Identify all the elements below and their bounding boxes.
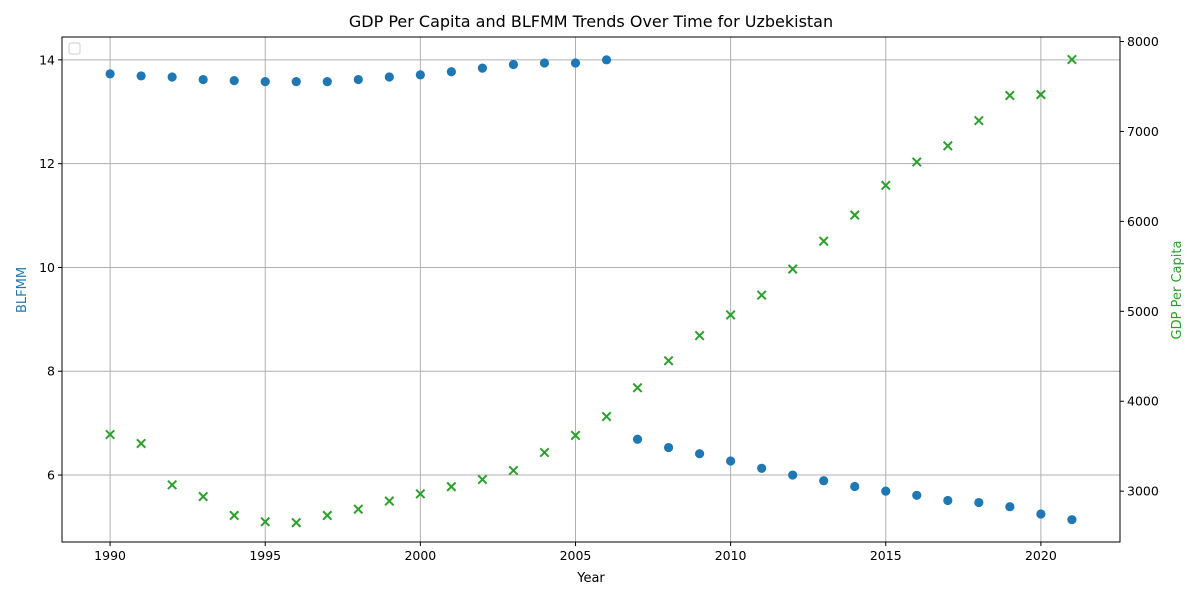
y-right-tick-label: 4000: [1127, 394, 1159, 409]
y-right-tick-label: 6000: [1127, 214, 1159, 229]
blfmm-point: [415, 70, 425, 80]
gdp-point: [136, 438, 147, 449]
gdp-point: [911, 157, 922, 167]
gdp-point: [105, 429, 115, 440]
y-right-tick-label: 5000: [1127, 304, 1159, 319]
x-tick-label: 2020: [1025, 548, 1057, 563]
gdp-point: [1004, 90, 1015, 101]
gdp-point: [694, 330, 705, 341]
y-left-tick-label: 14: [39, 52, 55, 67]
gdp-point: [880, 180, 891, 191]
blfmm-point: [477, 63, 488, 73]
blfmm-point: [291, 77, 301, 87]
blfmm-point: [881, 486, 891, 496]
blfmm-point: [353, 74, 363, 85]
blfmm-point: [943, 495, 953, 506]
gdp-point: [167, 479, 178, 490]
y-right-tick-label: 3000: [1127, 484, 1159, 499]
blfmm-point: [1005, 502, 1015, 512]
chart-title: GDP Per Capita and BLFMM Trends Over Tim…: [349, 12, 833, 31]
gdp-point: [322, 510, 333, 521]
y-right-tick-label: 8000: [1127, 34, 1159, 49]
blfmm-point: [229, 75, 239, 86]
y-axis-left-label: BLFMM: [15, 267, 30, 313]
gdp-point: [415, 488, 426, 499]
y-axis-left: 6 8 10 12 14: [39, 52, 62, 483]
gdp-point: [229, 510, 240, 521]
gdp-point: [477, 474, 488, 485]
gdp-point: [632, 382, 643, 393]
empty-legend: [68, 42, 81, 55]
gdp-point: [446, 481, 457, 492]
blfmm-point: [694, 449, 705, 459]
x-tick-label: 2005: [560, 548, 592, 563]
y-left-tick-label: 10: [39, 260, 55, 275]
gdp-point: [1067, 54, 1077, 65]
blfmm-point: [384, 72, 394, 82]
blfmm-point: [1036, 509, 1046, 519]
gdp-point: [849, 210, 860, 220]
x-axis-label: Year: [576, 571, 605, 586]
y-left-tick-label: 6: [47, 468, 55, 483]
blfmm-point: [198, 74, 208, 85]
blfmm-point: [446, 67, 456, 77]
gdp-point: [353, 504, 364, 515]
blfmm-point: [601, 55, 612, 65]
gdp-point: [508, 465, 519, 476]
blfmm-point: [322, 77, 332, 87]
blfmm-point: [260, 77, 270, 87]
y-right-tick-label: 7000: [1127, 124, 1159, 139]
gdp-point: [1035, 89, 1046, 100]
gdp-point: [725, 309, 736, 320]
plot-frame: [61, 36, 1121, 543]
gdp-point: [818, 236, 829, 247]
gdp-point: [973, 115, 984, 126]
gdp-point: [260, 516, 271, 527]
blfmm-point: [539, 58, 550, 68]
x-tick-label: 2010: [715, 548, 747, 563]
y-axis-right: 3000 4000 5000 6000 7000 8000: [1120, 34, 1159, 499]
blfmm-point: [508, 59, 519, 70]
blfmm-point: [726, 456, 736, 466]
gdp-point: [663, 355, 674, 366]
gdp-point: [601, 411, 612, 422]
blfmm-point: [570, 58, 581, 68]
x-tick-label: 1990: [94, 548, 126, 563]
gdp-point: [787, 264, 798, 274]
blfmm-point: [757, 463, 767, 473]
gdp-point: [570, 430, 581, 441]
gdp-point: [539, 447, 550, 458]
y-axis-right-label: GDP Per Capita: [1170, 241, 1185, 340]
y-left-tick-label: 12: [39, 156, 55, 171]
blfmm-point: [1067, 515, 1077, 525]
blfmm-series: [105, 55, 1077, 525]
gdp-point: [384, 496, 395, 506]
blfmm-point: [632, 434, 643, 444]
gdp-series: [105, 54, 1077, 528]
blfmm-point: [850, 481, 860, 492]
blfmm-point: [167, 72, 177, 82]
blfmm-point: [788, 470, 798, 480]
blfmm-point: [105, 69, 115, 79]
blfmm-point: [663, 442, 674, 453]
grid: [62, 37, 1120, 542]
blfmm-point: [912, 490, 922, 500]
x-tick-label: 2015: [870, 548, 902, 563]
gdp-point: [291, 517, 302, 528]
gdp-point: [756, 290, 767, 301]
blfmm-point: [819, 476, 829, 486]
x-axis: 1990 1995 2000 2005 2010 2015 2020: [94, 542, 1057, 563]
gdp-point: [198, 491, 209, 502]
x-tick-label: 2000: [404, 548, 436, 563]
y-left-tick-label: 8: [47, 364, 55, 379]
gdp-point: [942, 140, 953, 151]
blfmm-point: [974, 497, 984, 508]
x-tick-label: 1995: [249, 548, 281, 563]
blfmm-point: [136, 71, 146, 81]
